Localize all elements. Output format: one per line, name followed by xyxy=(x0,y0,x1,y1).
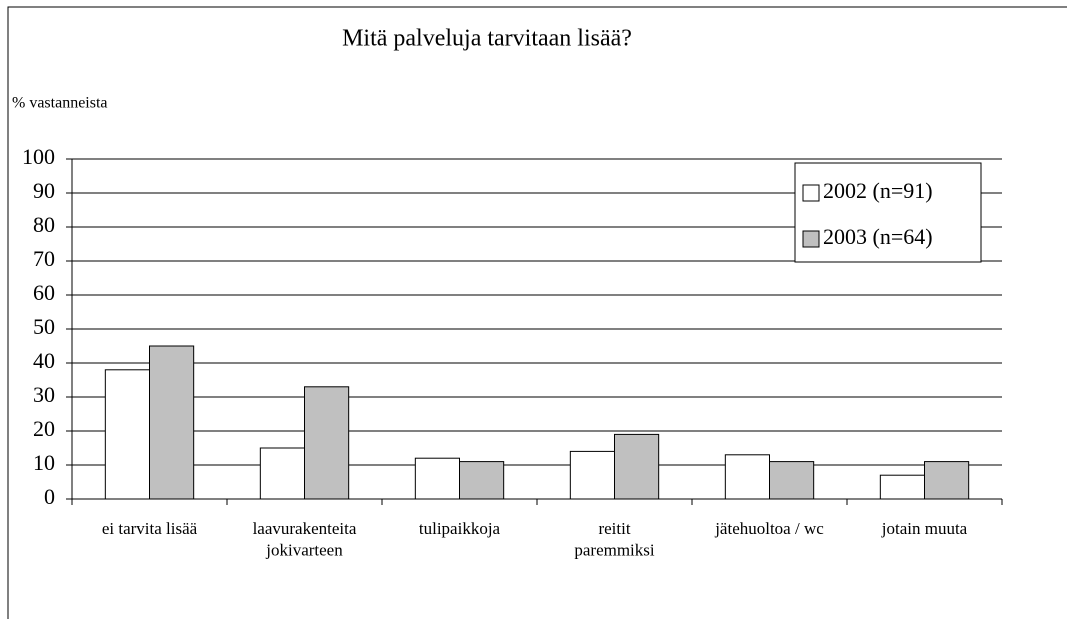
y-tick-label: 0 xyxy=(44,484,55,509)
y-tick-label: 100 xyxy=(22,144,55,169)
bar xyxy=(724,454,771,500)
bar xyxy=(769,461,815,500)
bar xyxy=(149,345,195,500)
x-tick-label: tulipaikkoja xyxy=(419,519,501,538)
y-tick-label: 50 xyxy=(33,314,55,339)
bar xyxy=(259,447,306,500)
y-tick-label: 30 xyxy=(33,382,55,407)
y-axis-label: % vastanneista xyxy=(12,95,108,112)
bar xyxy=(924,461,970,500)
y-tick-label: 90 xyxy=(33,178,55,203)
bar xyxy=(104,369,150,500)
bar xyxy=(459,461,505,500)
bar xyxy=(614,433,660,500)
y-tick-label: 80 xyxy=(33,212,55,237)
bar xyxy=(304,386,350,500)
x-tick-label: jotain muuta xyxy=(881,519,968,538)
y-tick-label: 20 xyxy=(33,416,55,441)
chart-frame xyxy=(7,6,1067,619)
bar xyxy=(879,474,926,500)
legend-label: 2002 (n=91) xyxy=(823,178,933,203)
chart-title: Mitä palveluja tarvitaan lisää? xyxy=(342,26,632,52)
x-tick-label: reitit paremmiksi xyxy=(574,519,655,559)
legend-label: 2003 (n=64) xyxy=(823,224,933,249)
x-tick-label: ei tarvita lisää xyxy=(102,519,198,538)
legend-swatch xyxy=(802,230,820,248)
legend-box xyxy=(794,162,982,263)
y-tick-label: 40 xyxy=(33,348,55,373)
y-tick-label: 10 xyxy=(33,450,55,475)
legend-swatch xyxy=(802,184,820,202)
x-tick-label: laavurakenteita jokivarteen xyxy=(253,519,357,559)
y-tick-label: 60 xyxy=(33,280,55,305)
bar xyxy=(569,450,616,500)
y-tick-label: 70 xyxy=(33,246,55,271)
x-tick-label: jätehuoltoa / wc xyxy=(714,519,824,538)
bar xyxy=(414,457,461,500)
